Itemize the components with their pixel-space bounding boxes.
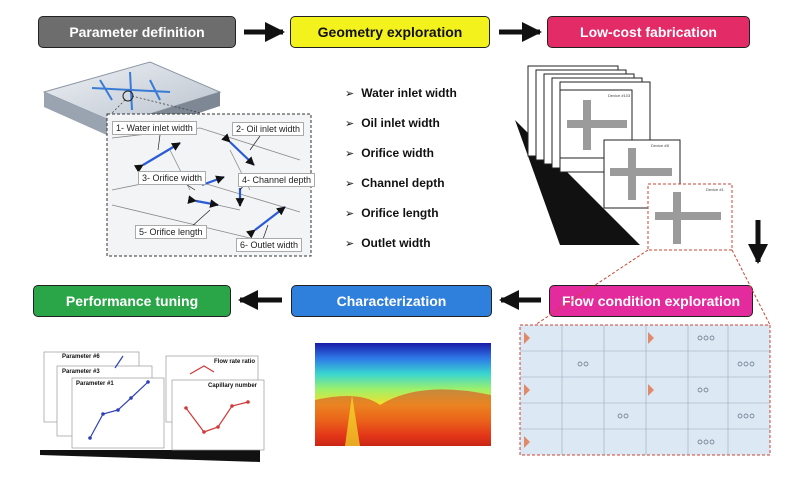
list-item: ➢ Outlet width [345,228,457,258]
parameter-list: ➢ Water inlet width ➢ Oil inlet width ➢ Ori… [345,78,457,258]
plot-label: Capillary number [208,383,258,389]
callout-oil-inlet: 2- Oil inlet width [232,122,305,136]
list-item: ➢ Water inlet width [345,78,457,108]
step-parameter-definition: Parameter definition [38,16,236,48]
list-item-label: Orifice width [361,146,434,160]
callout-outlet-width: 6- Outlet width [236,238,303,252]
callout-orifice-width: 3- Orifice width [138,171,207,185]
callout-channel-depth: 4- Channel depth [238,173,316,187]
list-item-label: Channel depth [361,176,445,190]
list-item-label: Oil inlet width [361,116,440,130]
list-item: ➢ Orifice width [345,138,457,168]
flow-condition-grid [519,324,771,456]
step-characterization: Characterization [291,285,492,317]
device-label: Device #1 [706,187,724,192]
list-item: ➢ Orifice length [345,198,457,228]
performance-plots [40,351,265,462]
device-label: Device #103 [608,93,631,98]
step-flow-condition-exploration: Flow condition exploration [549,285,753,317]
device-label: Device #8 [651,143,669,148]
bullet-arrow-icon: ➢ [345,237,355,250]
plot-label: Parameter #6 [62,354,100,360]
bullet-arrow-icon: ➢ [345,147,355,160]
plot-label: Flow rate ratio [214,359,256,365]
list-item-label: Outlet width [361,236,431,250]
device-stack [515,65,771,326]
bullet-arrow-icon: ➢ [345,117,355,130]
plot-label: Parameter #3 [62,369,100,375]
callout-water-inlet: 1- Water inlet width [112,121,197,135]
plot-label: Parameter #1 [76,381,114,387]
step-geometry-exploration: Geometry exploration [290,16,490,48]
bullet-arrow-icon: ➢ [345,207,355,220]
characterization-heatmap [315,343,491,446]
step-low-cost-fabrication: Low-cost fabrication [547,16,750,48]
list-item-label: Water inlet width [361,86,457,100]
step-performance-tuning: Performance tuning [33,285,231,317]
bullet-arrow-icon: ➢ [345,177,355,190]
list-item-label: Orifice length [361,206,439,220]
list-item: ➢ Channel depth [345,168,457,198]
list-item: ➢ Oil inlet width [345,108,457,138]
callout-orifice-length: 5- Orifice length [135,225,207,239]
bullet-arrow-icon: ➢ [345,87,355,100]
